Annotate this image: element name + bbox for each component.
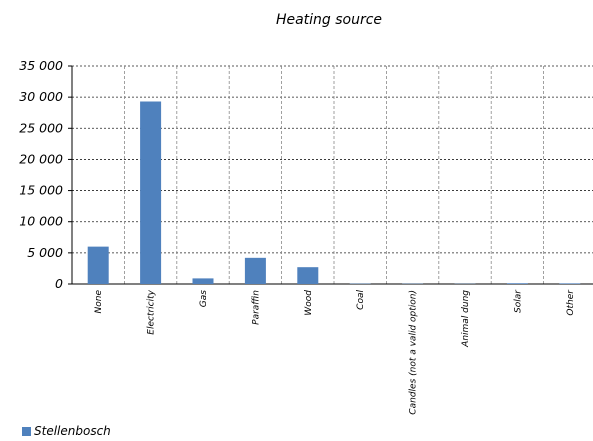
y-tick-labels: 0 5 000 10 000 15 000 20 000 25 000 30 000 35 0… <box>19 58 63 291</box>
legend: Stellenbosch <box>22 424 111 438</box>
chart-title: Heating source <box>276 12 382 28</box>
x-tick-label: Wood <box>304 290 314 316</box>
y-tick-label: 20 000 <box>19 151 63 166</box>
y-tick-label: 0 <box>55 276 63 291</box>
y-tick-label: 25 000 <box>19 120 63 135</box>
bar <box>506 283 528 284</box>
x-tick-label: Solar <box>513 289 523 313</box>
legend-swatch <box>22 426 31 436</box>
x-tick-label: Coal <box>356 290 366 310</box>
bar <box>192 278 214 284</box>
legend-label: Stellenbosch <box>34 424 111 438</box>
x-tick-labels: None Electricity Gas Paraffin Wood Coal Candle… <box>94 289 576 415</box>
bars <box>87 101 581 284</box>
x-tick-label: Electricity <box>147 289 157 334</box>
x-tick-label: Gas <box>199 290 209 307</box>
x-tick-label: None <box>94 290 104 314</box>
y-tick-label: 30 000 <box>19 89 63 104</box>
bar <box>297 267 319 284</box>
bar <box>87 246 109 284</box>
gridlines <box>72 65 593 284</box>
bar <box>244 257 266 284</box>
y-tick-label: 10 000 <box>19 214 63 229</box>
x-tick-label: Animal dung <box>461 290 471 348</box>
bar <box>140 101 162 284</box>
y-tick-label: 15 000 <box>19 183 63 198</box>
x-tick-label: Paraffin <box>251 290 261 325</box>
y-tick-label: 5 000 <box>27 245 63 260</box>
x-tick-label: Other <box>566 289 576 316</box>
x-tick-label: Candles (not a valid option) <box>409 290 419 415</box>
bar <box>559 283 581 284</box>
y-tick-label: 35 000 <box>19 58 63 73</box>
